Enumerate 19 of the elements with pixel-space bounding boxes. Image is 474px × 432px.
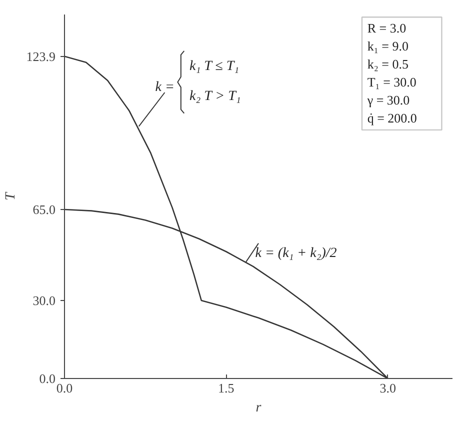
y-tick-label: 123.9 bbox=[26, 48, 56, 64]
annotation: k₂ = 0.5 bbox=[367, 56, 408, 72]
annotation: k₂ T > T₁ bbox=[190, 88, 241, 104]
x-axis-title: r bbox=[256, 400, 262, 416]
x-tick-label: 0.0 bbox=[56, 380, 73, 396]
y-tick-label: 65.0 bbox=[32, 202, 56, 217]
annotation: γ = 30.0 bbox=[366, 92, 410, 108]
annotation: T₁ = 30.0 bbox=[367, 74, 416, 90]
y-tick-label: 30.0 bbox=[32, 293, 56, 308]
annotation: R = 3.0 bbox=[367, 20, 406, 36]
x-tick-label: 1.5 bbox=[218, 380, 234, 396]
annotation: k = bbox=[155, 80, 174, 95]
x-tick-label: 3.0 bbox=[380, 380, 396, 396]
annotation: k₁ = 9.0 bbox=[367, 38, 408, 54]
annotation: q̇ = 200.0 bbox=[367, 110, 417, 126]
y-axis-title: T bbox=[3, 191, 18, 200]
y-tick-label: 0.0 bbox=[39, 371, 56, 386]
annotation: k₁ T ≤ T₁ bbox=[190, 59, 239, 74]
annotation: k = (k₁ + k₂)/2 bbox=[255, 246, 337, 262]
